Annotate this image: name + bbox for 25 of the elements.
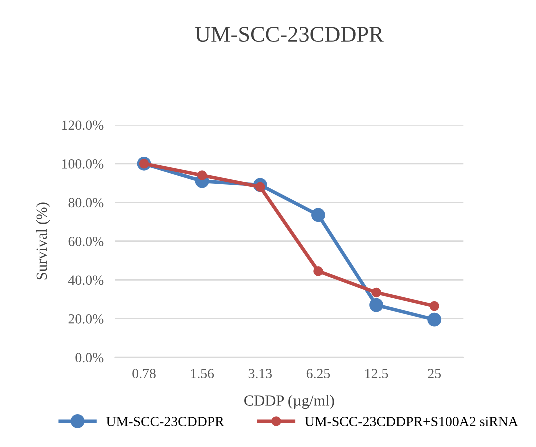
point (370, 298, 384, 312)
x-tick-label: 25 (428, 369, 442, 378)
point (314, 266, 324, 276)
y-tick-label: 60.0% (68, 236, 104, 246)
point (197, 170, 208, 180)
y-tick-label: 40.0% (68, 276, 104, 286)
point (428, 312, 442, 327)
y-tick-label: 120.0% (62, 120, 104, 130)
chart-title: UM-SCC-23CDDPR (195, 27, 384, 42)
point (430, 301, 440, 312)
x-tick-label: 6.25 (306, 369, 330, 379)
x-tick-label: 3.13 (248, 369, 272, 379)
legend-label: UM-SCC-23CDDPR+S100A2 siRNA (305, 417, 518, 426)
point (312, 208, 326, 222)
x-tick-label: 0.78 (132, 369, 156, 379)
legend-label: UM-SCC-23CDDPR (106, 417, 224, 426)
y-tick-label: 0.0% (76, 353, 104, 363)
y-tick-label: 100.0% (62, 159, 104, 169)
y-tick-label: 80.0% (68, 198, 104, 208)
y-axis-title: Survival (%) (36, 202, 50, 280)
x-tick-label: 12.5 (366, 369, 388, 379)
y-tick-label: 20.0% (68, 314, 104, 324)
x-axis-title: CDDP (µg/ml) (244, 395, 334, 410)
x-tick-label: 1.56 (191, 369, 214, 379)
point (372, 288, 382, 298)
